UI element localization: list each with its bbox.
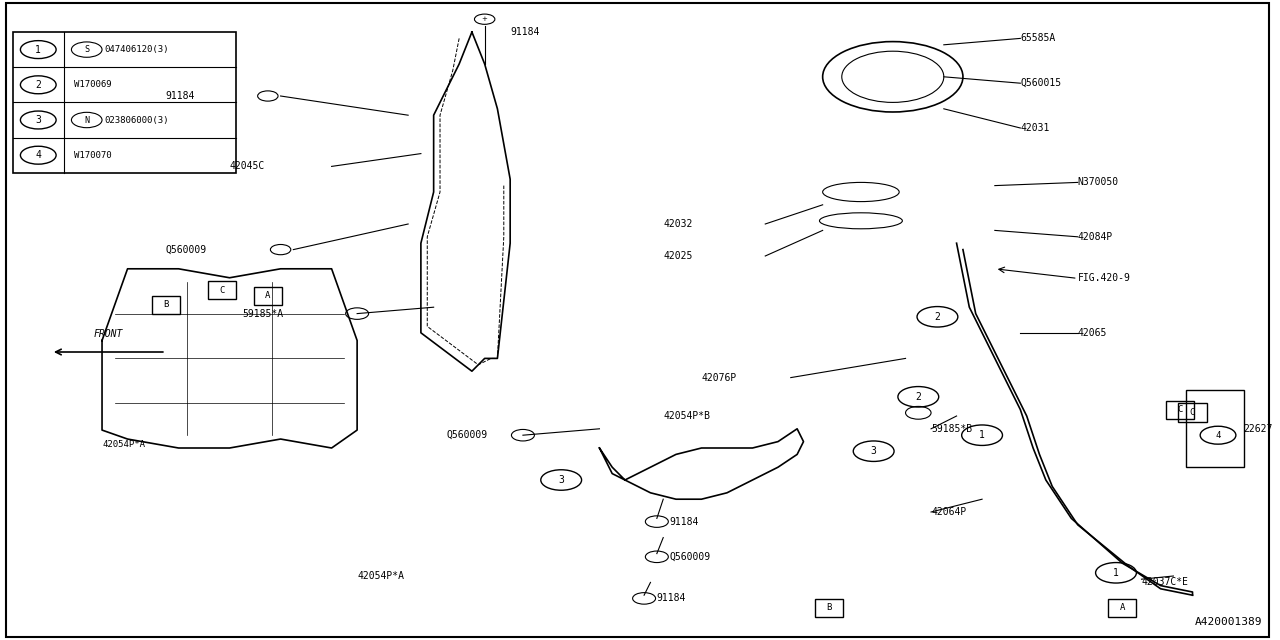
Text: 1: 1 xyxy=(979,430,986,440)
Text: 22627: 22627 xyxy=(1244,424,1272,434)
Text: B: B xyxy=(827,604,832,612)
Text: 42054P*A: 42054P*A xyxy=(357,571,404,581)
Text: 59185*B: 59185*B xyxy=(931,424,973,434)
Text: 59185*A: 59185*A xyxy=(242,308,283,319)
Text: S: S xyxy=(84,45,90,54)
Text: 42054P*B: 42054P*B xyxy=(663,411,710,421)
Bar xyxy=(253,287,282,305)
Text: FIG.420-9: FIG.420-9 xyxy=(1078,273,1130,284)
Bar xyxy=(152,296,179,314)
Text: 42025: 42025 xyxy=(663,251,692,261)
Bar xyxy=(1179,403,1207,422)
Text: C: C xyxy=(219,286,224,295)
Text: Q560009: Q560009 xyxy=(447,430,488,440)
Text: 3: 3 xyxy=(870,446,877,456)
Text: 42045C: 42045C xyxy=(229,161,265,172)
Text: 3: 3 xyxy=(36,115,41,125)
Text: 42037C*E: 42037C*E xyxy=(1142,577,1189,588)
Text: 047406120(3): 047406120(3) xyxy=(105,45,169,54)
Text: 023806000(3): 023806000(3) xyxy=(105,115,169,125)
Text: 91184: 91184 xyxy=(669,516,699,527)
Text: A: A xyxy=(1120,604,1125,612)
Text: C: C xyxy=(1178,405,1183,414)
Text: 4: 4 xyxy=(1215,431,1221,440)
Text: FRONT: FRONT xyxy=(93,329,123,339)
Text: 3: 3 xyxy=(558,475,564,485)
Text: 1: 1 xyxy=(1114,568,1119,578)
Text: 42076P: 42076P xyxy=(701,372,737,383)
Bar xyxy=(1166,401,1194,419)
Bar xyxy=(815,599,844,617)
Text: Q560009: Q560009 xyxy=(669,552,710,562)
Text: Q560009: Q560009 xyxy=(166,244,207,255)
Text: 42065: 42065 xyxy=(1078,328,1107,338)
Text: A420001389: A420001389 xyxy=(1196,617,1262,627)
Text: N: N xyxy=(84,115,90,125)
Text: W170070: W170070 xyxy=(74,150,111,160)
Text: Q560015: Q560015 xyxy=(1020,78,1061,88)
Text: 1: 1 xyxy=(36,45,41,54)
Text: A: A xyxy=(265,291,270,300)
Text: W170069: W170069 xyxy=(74,80,111,90)
Text: 2: 2 xyxy=(36,80,41,90)
Text: 42031: 42031 xyxy=(1020,123,1050,133)
Text: 65585A: 65585A xyxy=(1020,33,1056,44)
Text: 4: 4 xyxy=(36,150,41,160)
Text: 2: 2 xyxy=(934,312,941,322)
Text: +: + xyxy=(481,16,488,22)
Text: 42084P: 42084P xyxy=(1078,232,1114,242)
Bar xyxy=(1108,599,1137,617)
Bar xyxy=(13,32,236,173)
Text: 42054P*A: 42054P*A xyxy=(102,440,145,449)
Text: 42064P: 42064P xyxy=(931,507,966,517)
Text: N370050: N370050 xyxy=(1078,177,1119,188)
Bar xyxy=(1187,390,1244,467)
Text: 91184: 91184 xyxy=(657,593,686,604)
Text: 91184: 91184 xyxy=(166,91,195,101)
Text: C: C xyxy=(1190,408,1196,417)
Text: 42032: 42032 xyxy=(663,219,692,229)
Bar xyxy=(207,282,236,300)
Text: 2: 2 xyxy=(915,392,922,402)
Text: B: B xyxy=(163,300,169,309)
Text: 91184: 91184 xyxy=(511,27,540,37)
